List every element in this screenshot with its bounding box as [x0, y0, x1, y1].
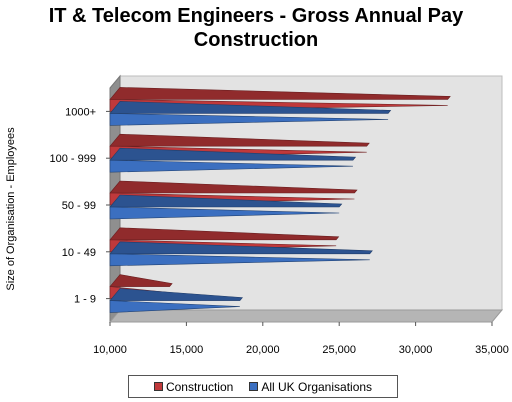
x-tick-label-2: 20,000 — [246, 344, 280, 356]
bar-all-uk-0 — [109, 300, 240, 313]
chart-legend: Construction All UK Organisations — [128, 375, 398, 398]
category-label-2: 50 - 99 — [62, 200, 96, 212]
y-axis-title: Size of Organisation - Employees — [5, 127, 17, 291]
category-label-1: 10 - 49 — [62, 247, 96, 259]
x-tick-label-3: 25,000 — [322, 344, 356, 356]
chart-title-line2: Construction — [193, 29, 319, 51]
bar-all-uk-4 — [109, 113, 389, 126]
x-tick-label-1: 15,000 — [170, 344, 204, 356]
bar-all-uk-0-top — [109, 288, 243, 301]
category-label-3: 100 - 999 — [50, 153, 96, 165]
bar-construction-3-top — [109, 133, 370, 147]
chart-title-line1: IT & Telecom Engineers - Gross Annual Pa… — [48, 5, 464, 27]
x-tick-label-0: 10,000 — [93, 344, 127, 356]
bar-all-uk-1 — [109, 253, 370, 267]
bar-all-uk-3 — [109, 159, 353, 173]
x-tick-label-4: 30,000 — [399, 344, 433, 356]
bar-construction-2-top — [109, 180, 358, 194]
x-tick-label-5: 35,000 — [475, 344, 509, 356]
bar-all-uk-4-top — [109, 101, 392, 114]
bar-construction-1-top — [109, 227, 340, 241]
legend-label-construction: Construction — [165, 379, 234, 394]
bar-all-uk-1-top — [109, 241, 373, 255]
legend-item-construction: Construction — [153, 379, 234, 394]
bar-all-uk-2 — [109, 206, 340, 220]
bar-all-uk-3-top — [109, 147, 357, 161]
bar-construction-4-top — [109, 87, 451, 100]
legend-swatch-all-uk — [249, 382, 259, 391]
bar-all-uk-2-top — [109, 194, 343, 208]
chart-title: IT & Telecom Engineers - Gross Annual Pa… — [0, 4, 512, 52]
category-label-4: 1000+ — [65, 106, 96, 118]
bar-construction-0-top — [109, 274, 173, 287]
plot-floor — [108, 309, 504, 323]
legend-item-all-uk: All UK Organisations — [249, 380, 372, 394]
legend-swatch-construction — [153, 382, 163, 391]
legend-label-all-uk: All UK Organisations — [261, 379, 373, 394]
category-label-0: 1 - 9 — [74, 294, 96, 306]
